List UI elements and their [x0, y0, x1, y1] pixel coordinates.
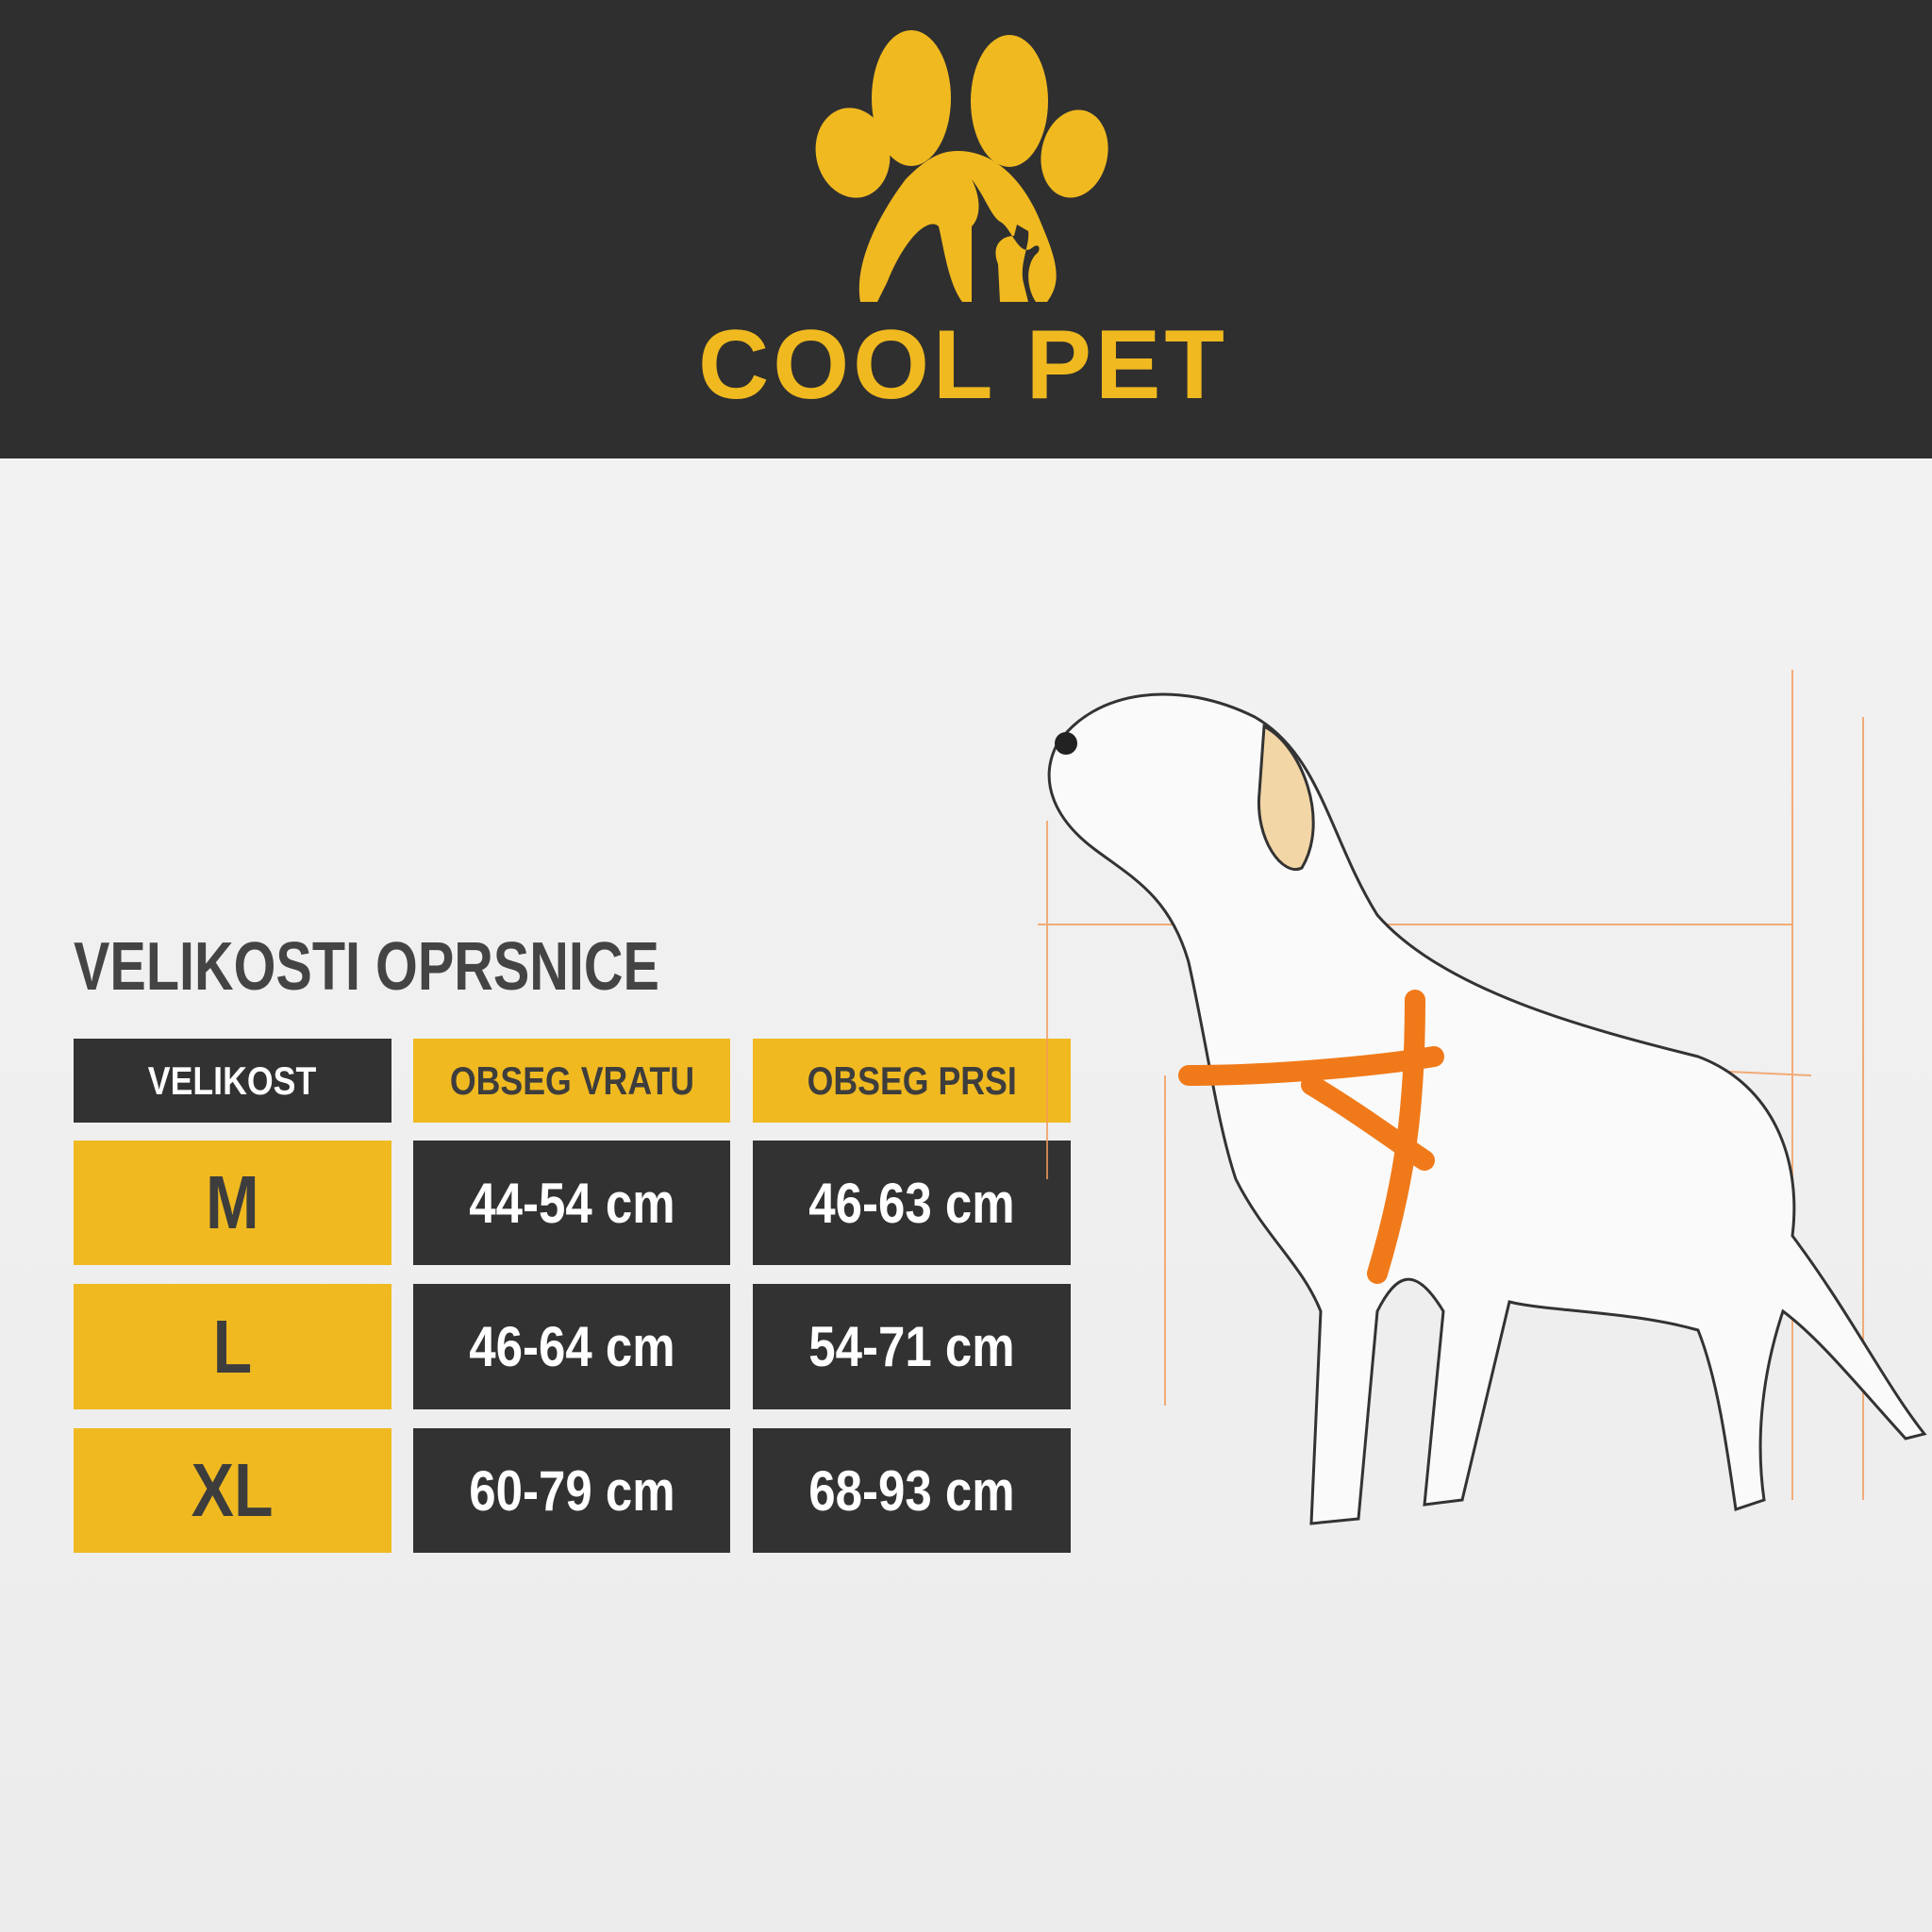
header-chest-label: OBSEG PRSI — [807, 1058, 1017, 1103]
header-size: VELIKOST — [74, 1039, 391, 1123]
size-label: L — [212, 1304, 253, 1389]
chest-value: 68-93 cm — [808, 1458, 1015, 1523]
size-cell: L — [74, 1284, 391, 1409]
neck-value: 60-79 cm — [468, 1458, 675, 1523]
neck-value: 46-64 cm — [468, 1315, 675, 1378]
size-cell: XL — [74, 1428, 391, 1553]
header-neck-label: OBSEG VRATU — [449, 1058, 694, 1103]
size-cell: M — [74, 1141, 391, 1265]
chest-value: 46-63 cm — [808, 1171, 1015, 1235]
chest-cell: 54-71 cm — [753, 1284, 1071, 1409]
page-title: VELIKOSTI OPRSNICE — [74, 929, 659, 1005]
header-chest: OBSEG PRSI — [753, 1039, 1071, 1123]
header-neck: OBSEG VRATU — [413, 1039, 730, 1123]
size-label: XL — [192, 1448, 274, 1532]
header-size-label: VELIKOST — [148, 1058, 317, 1103]
size-label: M — [206, 1160, 259, 1244]
brand-name: COOL PET — [698, 310, 1228, 420]
neck-cell: 44-54 cm — [413, 1141, 730, 1265]
chest-value: 54-71 cm — [808, 1315, 1015, 1378]
chest-cell: 68-93 cm — [753, 1428, 1071, 1553]
neck-cell: 60-79 cm — [413, 1428, 730, 1553]
neck-value: 44-54 cm — [468, 1171, 675, 1235]
paw-logo-icon — [815, 30, 1108, 302]
chest-cell: 46-63 cm — [753, 1141, 1071, 1265]
neck-cell: 46-64 cm — [413, 1284, 730, 1409]
dog-harness-illustration — [1038, 670, 1927, 1525]
header-banner: COOL PET — [0, 0, 1932, 458]
